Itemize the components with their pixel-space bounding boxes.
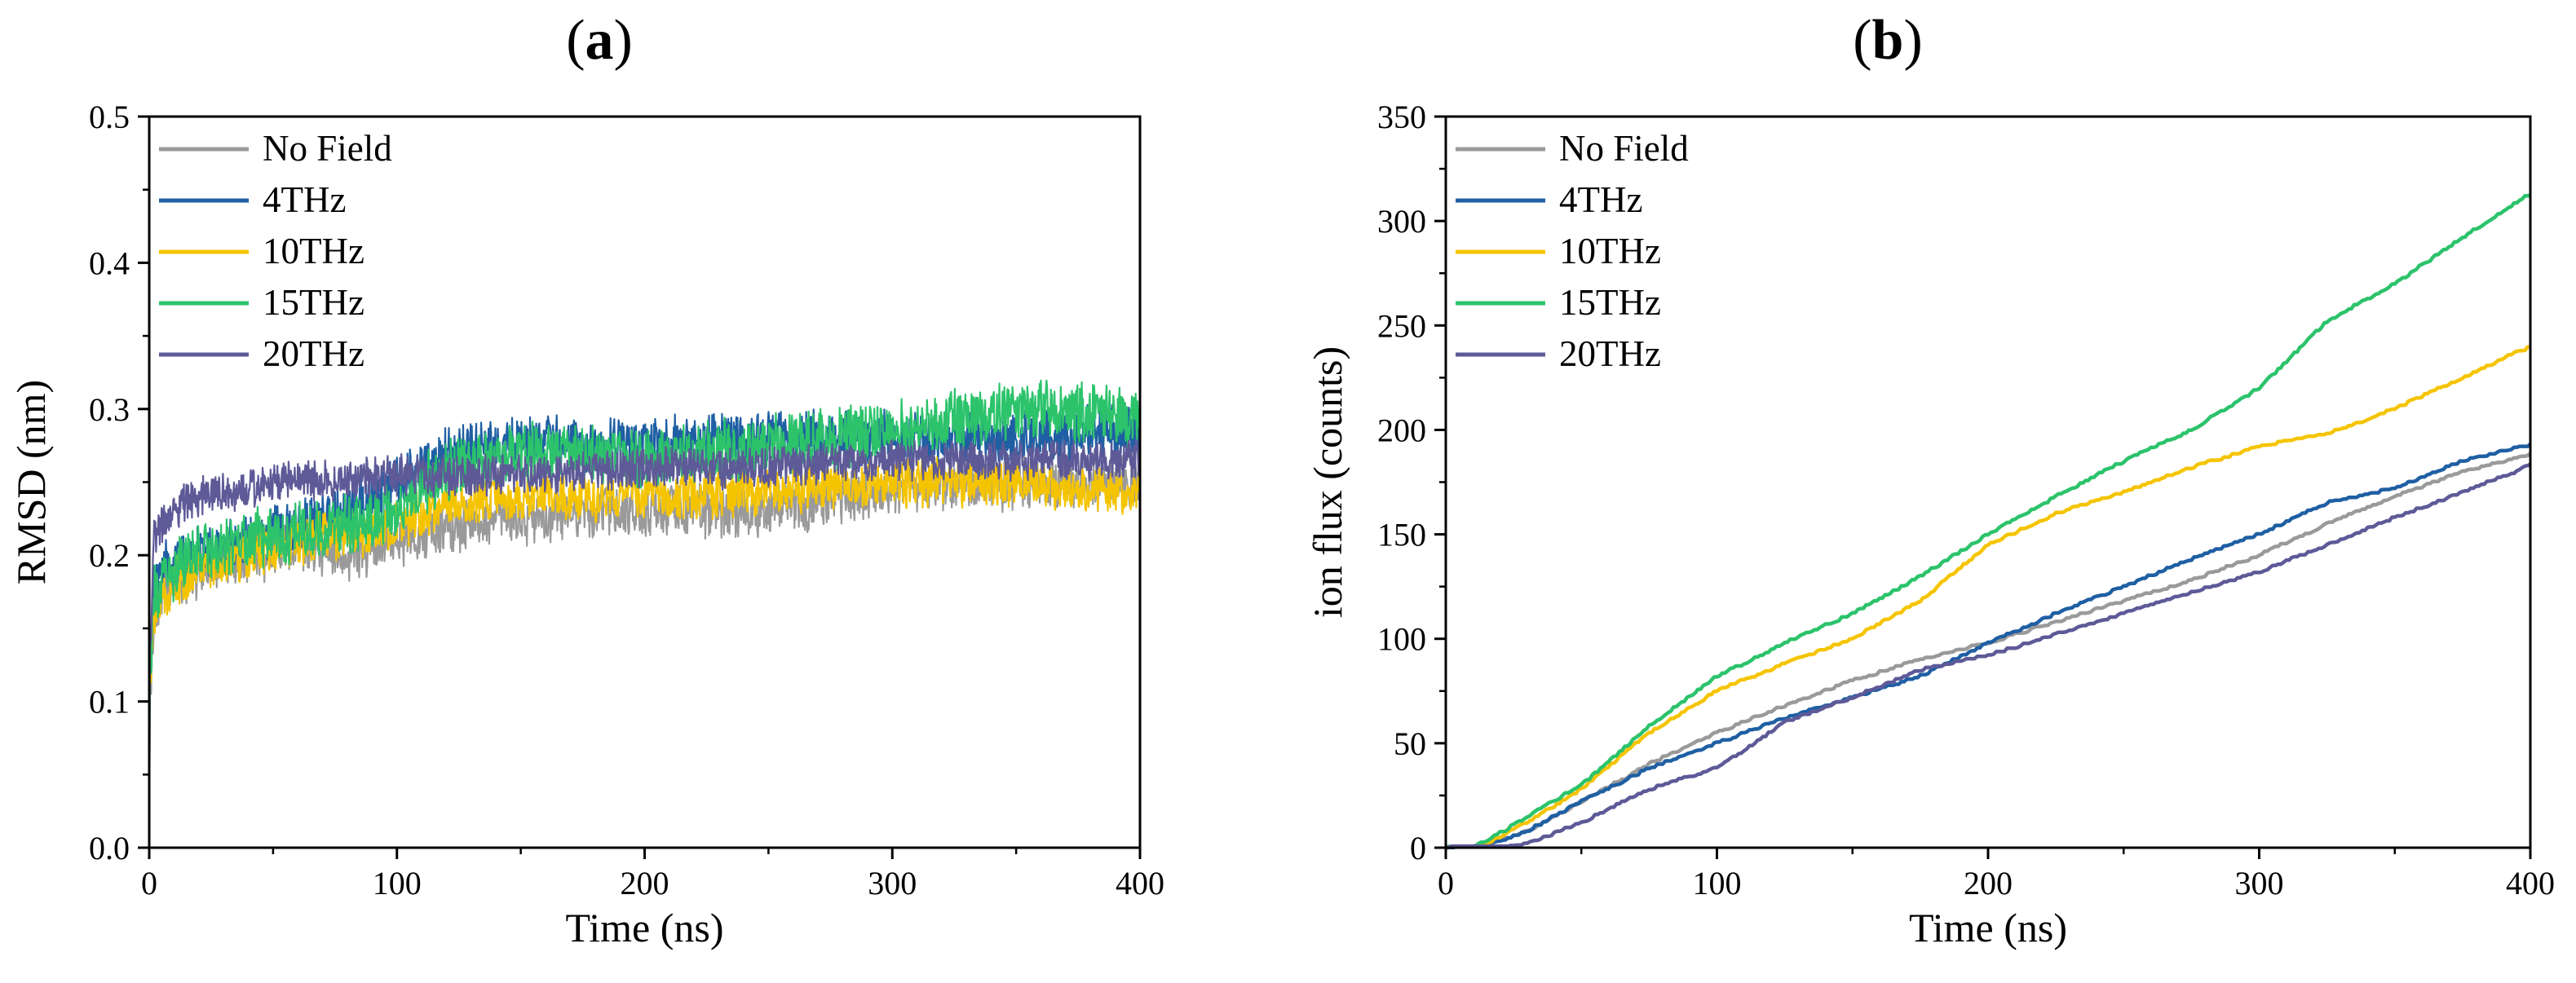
panel-label-b: (b): [1853, 9, 1923, 72]
legend-label: 20THz: [263, 333, 365, 374]
y-tick-label: 0.4: [89, 245, 130, 281]
series-line-20thz: [148, 438, 1142, 849]
legend-label: 4THz: [1559, 179, 1642, 220]
series-line-15thz: [1445, 193, 2531, 850]
y-tick-label: 0.2: [89, 537, 130, 574]
x-axis-label: Time (ns): [1909, 905, 2067, 950]
x-tick-label: 200: [621, 865, 669, 901]
x-tick-label: 400: [1116, 865, 1164, 901]
legend-label: 15THz: [1559, 282, 1661, 323]
y-tick-label: 300: [1377, 203, 1426, 240]
x-tick-label: 200: [1964, 865, 2013, 901]
x-tick-label: 300: [868, 865, 917, 901]
y-tick-label: 350: [1377, 99, 1426, 135]
y-tick-label: 0.3: [89, 391, 130, 428]
y-tick-label: 50: [1394, 725, 1426, 762]
rmsd-chart: 0 100 200 300 400 0.0 0.1 0.2 0.3 0.4 0.5 Time (ns)…: [8, 99, 1164, 950]
legend-label: 20THz: [1559, 333, 1661, 374]
y-tick-label: 0.0: [89, 830, 130, 866]
x-tick-label: 300: [2235, 865, 2284, 901]
y-axis-label: ion flux (counts): [1305, 346, 1350, 618]
x-tick-label: 0: [141, 865, 157, 901]
y-axis-label: RMSD (nm): [8, 380, 54, 584]
series-line-20thz: [1446, 462, 2532, 850]
panel-label-a: (a): [566, 9, 633, 72]
series-line-10thz: [1445, 345, 2531, 850]
x-tick-label: 100: [373, 865, 422, 901]
y-tick-label: 150: [1377, 517, 1426, 553]
x-axis-label: Time (ns): [565, 905, 723, 950]
ion-flux-chart: 0 100 200 300 400 0 50 100 150 200 250 300 350 Time (…: [1305, 99, 2555, 950]
y-tick-label: 100: [1377, 621, 1426, 658]
legend-label: No Field: [1559, 128, 1689, 169]
y-tick-label: 0.1: [89, 684, 130, 721]
series-line-15thz: [148, 379, 1142, 849]
x-tick-label: 0: [1438, 865, 1454, 901]
y-tick-label: 0: [1410, 830, 1426, 866]
series-line-10thz: [148, 454, 1142, 849]
y-tick-label: 250: [1377, 307, 1426, 344]
series-line-4thz: [1445, 443, 2532, 850]
legend-label: 10THz: [263, 231, 365, 271]
legend-label: 4THz: [263, 179, 346, 220]
x-tick-label: 400: [2506, 865, 2555, 901]
plot-frame: [1444, 115, 2532, 849]
legend-label: No Field: [263, 128, 392, 169]
x-tick-label: 100: [1693, 865, 1742, 901]
legend-label: 15THz: [263, 282, 365, 323]
y-tick-label: 0.5: [89, 99, 130, 135]
y-tick-label: 200: [1377, 412, 1426, 448]
legend-label: 10THz: [1559, 231, 1661, 271]
